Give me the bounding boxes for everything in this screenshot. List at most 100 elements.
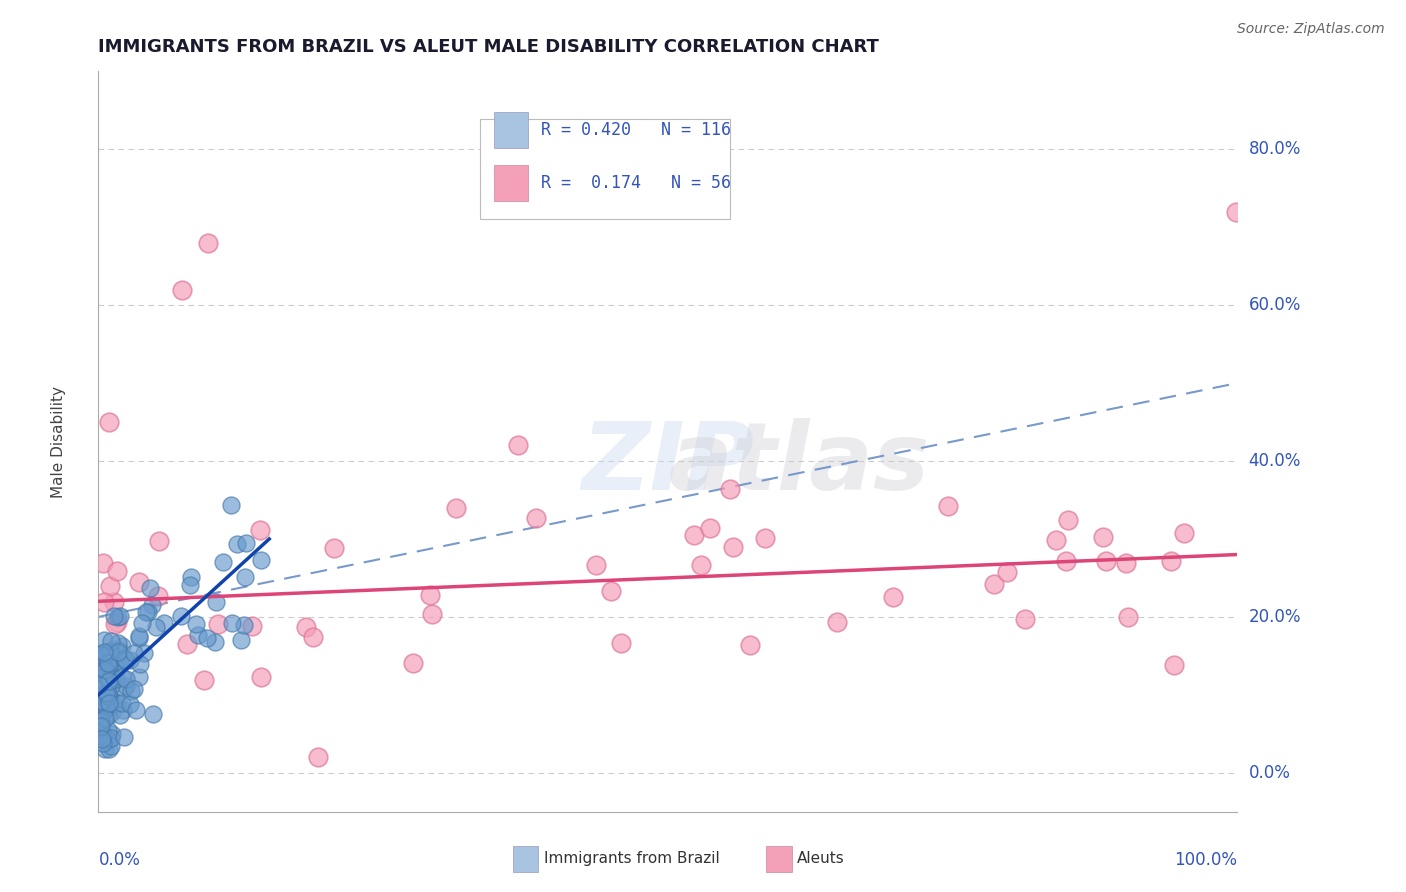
Point xyxy=(91,727,114,741)
Point xyxy=(1095,554,1118,568)
Point xyxy=(97,696,120,710)
Point xyxy=(90,714,112,728)
Point xyxy=(97,657,120,671)
Point xyxy=(89,677,111,691)
Point xyxy=(94,668,117,682)
Point xyxy=(1225,204,1247,219)
Point xyxy=(112,730,135,744)
Text: 100.0%: 100.0% xyxy=(1174,851,1237,869)
Point xyxy=(207,616,229,631)
Point xyxy=(91,556,114,570)
Point xyxy=(699,521,721,535)
Point xyxy=(129,657,152,671)
Point xyxy=(93,595,115,609)
Point xyxy=(110,696,132,710)
Point xyxy=(105,564,128,578)
Point xyxy=(128,670,150,684)
Point xyxy=(97,673,120,687)
Point xyxy=(90,731,112,746)
Point xyxy=(91,650,114,665)
Point xyxy=(120,683,142,698)
FancyBboxPatch shape xyxy=(479,120,731,219)
Point xyxy=(233,570,256,584)
Point xyxy=(105,697,128,711)
Point xyxy=(138,581,160,595)
Point xyxy=(322,541,344,555)
Point xyxy=(97,733,120,747)
Point xyxy=(93,633,115,648)
Point xyxy=(131,616,153,631)
Point xyxy=(97,686,120,700)
Point xyxy=(100,731,122,745)
Point xyxy=(221,615,243,630)
Point xyxy=(94,686,117,700)
Point xyxy=(87,663,110,677)
Bar xyxy=(494,165,527,201)
Point xyxy=(114,653,136,667)
Point xyxy=(94,648,117,662)
Point xyxy=(231,632,253,647)
Point xyxy=(98,644,121,658)
Text: R =  0.174   N = 56: R = 0.174 N = 56 xyxy=(541,174,731,192)
Point xyxy=(101,706,124,720)
Point xyxy=(104,672,127,686)
Text: 40.0%: 40.0% xyxy=(1249,452,1301,470)
Point xyxy=(90,681,112,695)
Point xyxy=(689,558,711,572)
Point xyxy=(108,707,131,722)
Text: R = 0.420   N = 116: R = 0.420 N = 116 xyxy=(541,120,731,139)
Point xyxy=(240,618,263,632)
Point xyxy=(103,609,125,624)
Point xyxy=(89,648,111,662)
Point xyxy=(97,690,120,704)
Point xyxy=(825,615,848,630)
Text: ZIP: ZIP xyxy=(582,417,754,509)
Point xyxy=(718,483,741,497)
Point xyxy=(97,742,120,756)
Point xyxy=(91,698,114,712)
Point xyxy=(96,690,118,705)
Point xyxy=(115,673,138,687)
Point xyxy=(96,699,118,714)
Point xyxy=(225,537,247,551)
Point xyxy=(122,682,145,697)
Text: 60.0%: 60.0% xyxy=(1249,296,1301,314)
Point xyxy=(585,558,607,573)
Point xyxy=(100,633,122,648)
Point xyxy=(98,690,121,705)
Point xyxy=(105,654,128,668)
Point xyxy=(1116,610,1139,624)
Point xyxy=(600,583,623,598)
Point xyxy=(936,500,959,514)
Text: 0.0%: 0.0% xyxy=(1249,764,1291,781)
Point xyxy=(193,673,215,687)
Point xyxy=(128,632,150,646)
Point xyxy=(1056,513,1078,527)
Point xyxy=(112,703,135,717)
Point xyxy=(100,727,122,741)
Text: Immigrants from Brazil: Immigrants from Brazil xyxy=(544,852,720,866)
Point xyxy=(682,527,704,541)
Text: atlas: atlas xyxy=(668,417,929,509)
Point xyxy=(96,664,118,678)
Point xyxy=(100,579,122,593)
Point xyxy=(125,703,148,717)
Point xyxy=(136,605,159,619)
Point xyxy=(96,702,118,716)
Point xyxy=(983,577,1005,591)
Point xyxy=(90,718,112,732)
Point xyxy=(723,540,745,554)
Point xyxy=(152,616,174,631)
Text: 20.0%: 20.0% xyxy=(1249,607,1301,626)
Point xyxy=(89,720,111,734)
Point xyxy=(508,438,530,452)
Text: Aleuts: Aleuts xyxy=(797,852,845,866)
Point xyxy=(197,235,219,250)
Text: 80.0%: 80.0% xyxy=(1249,140,1301,158)
Point xyxy=(419,588,441,602)
Point xyxy=(91,736,114,750)
Point xyxy=(250,670,273,684)
Point xyxy=(219,498,242,512)
Point xyxy=(402,656,425,670)
Point xyxy=(97,709,120,723)
